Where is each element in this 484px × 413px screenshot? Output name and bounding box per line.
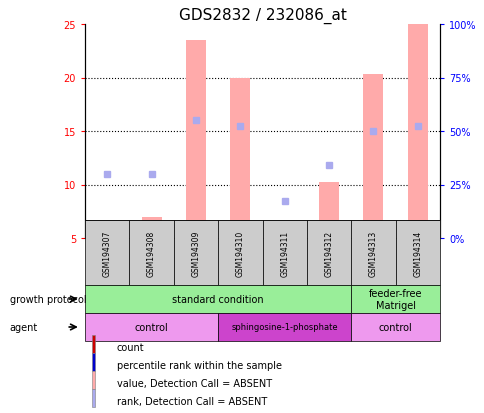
Text: GSM194310: GSM194310 — [235, 230, 244, 276]
Title: GDS2832 / 232086_at: GDS2832 / 232086_at — [178, 7, 346, 24]
Bar — [92, 371, 95, 389]
Bar — [363, 75, 383, 238]
Text: sphingosine-1-phosphate: sphingosine-1-phosphate — [231, 323, 337, 332]
Bar — [318, 183, 338, 238]
Text: value, Detection Call = ABSENT: value, Detection Call = ABSENT — [117, 378, 272, 388]
Text: GSM194307: GSM194307 — [103, 230, 111, 276]
Text: control: control — [378, 322, 412, 332]
Bar — [230, 78, 250, 238]
Text: GSM194314: GSM194314 — [412, 230, 422, 276]
Bar — [185, 41, 206, 238]
Bar — [92, 335, 95, 353]
Bar — [173, 221, 218, 285]
Bar — [350, 285, 439, 313]
Bar — [85, 221, 129, 285]
Text: GSM194313: GSM194313 — [368, 230, 377, 276]
Bar — [262, 221, 306, 285]
Text: GSM194311: GSM194311 — [280, 230, 288, 276]
Text: GSM194309: GSM194309 — [191, 230, 200, 276]
Text: agent: agent — [10, 322, 38, 332]
Text: percentile rank within the sample: percentile rank within the sample — [117, 360, 281, 370]
Bar — [350, 313, 439, 341]
Bar — [218, 313, 350, 341]
Bar — [85, 285, 350, 313]
Bar — [141, 217, 161, 238]
Text: GSM194308: GSM194308 — [147, 230, 156, 276]
Bar — [129, 221, 173, 285]
Bar — [350, 221, 395, 285]
Bar — [85, 313, 218, 341]
Bar — [92, 389, 95, 407]
Bar — [92, 353, 95, 371]
Text: standard condition: standard condition — [172, 294, 263, 304]
Bar — [407, 25, 427, 238]
Bar — [395, 221, 439, 285]
Text: count: count — [117, 342, 144, 352]
Bar — [274, 236, 294, 238]
Text: control: control — [135, 322, 168, 332]
Text: feeder-free
Matrigel: feeder-free Matrigel — [368, 289, 422, 310]
Bar — [97, 223, 117, 238]
Text: GSM194312: GSM194312 — [324, 230, 333, 276]
Text: rank, Detection Call = ABSENT: rank, Detection Call = ABSENT — [117, 396, 267, 406]
Bar — [306, 221, 350, 285]
Bar — [218, 221, 262, 285]
Text: growth protocol: growth protocol — [10, 294, 86, 304]
